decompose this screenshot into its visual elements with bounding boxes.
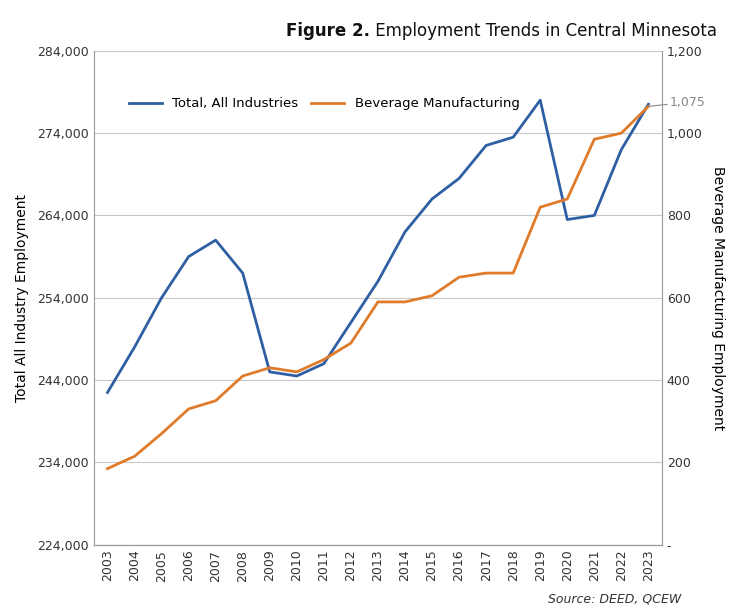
Legend: Total, All Industries, Beverage Manufacturing: Total, All Industries, Beverage Manufact… [124,92,525,116]
Text: Figure 2.: Figure 2. [286,22,370,39]
Text: Employment Trends in Central Minnesota: Employment Trends in Central Minnesota [370,22,717,39]
Y-axis label: Beverage Manufacturing Employment: Beverage Manufacturing Employment [711,165,725,430]
Y-axis label: Total All Industry Employment: Total All Industry Employment [15,194,29,402]
Text: 1,075: 1,075 [648,96,706,109]
Title: Figure 2. Employment Trends in Central Minnesota: Figure 2. Employment Trends in Central M… [0,614,1,615]
Text: Source: DEED, QCEW: Source: DEED, QCEW [548,593,681,606]
